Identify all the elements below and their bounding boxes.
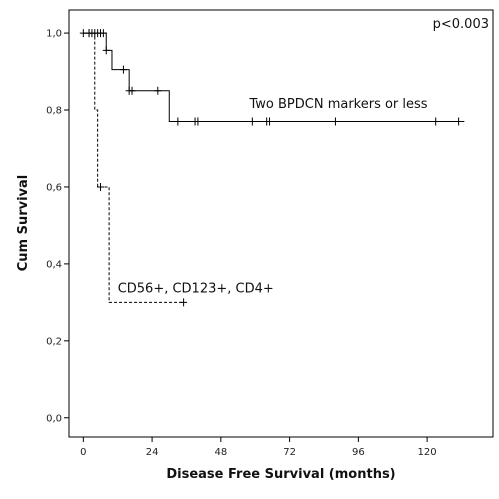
y-tick-label: 0,8 [46,106,62,117]
y-axis-title: Cum Survival [16,175,31,272]
censor-mark [154,86,162,95]
plot-frame [68,9,494,438]
x-axis: 0 24 48 72 96 120 [80,437,437,458]
series-label-triple-positive: CD56+, CD123+, CD4+ [118,282,274,297]
survival-curve-1 [83,32,184,303]
x-tick-label: 24 [146,447,159,458]
censor-mark [432,117,440,126]
censor-mark [97,182,105,191]
y-tick-label: 0,4 [46,259,62,270]
censor-mark [119,65,127,74]
censor-mark [85,29,93,38]
y-tick-label: 1,0 [46,29,62,40]
x-axis-title: Disease Free Survival (months) [166,467,395,482]
y-tick-label: 0,2 [46,336,62,347]
censor-mark [180,298,188,307]
censor-mark [194,117,202,126]
censor-mark [248,117,256,126]
censor-mark [99,29,107,38]
censor-mark [128,86,136,95]
p-value-annotation: p<0.003 [433,17,489,32]
censor-mark [174,117,182,126]
x-tick-label: 0 [80,447,86,458]
x-tick-label: 120 [418,447,437,458]
survival-curves [83,32,465,303]
y-tick-label: 0,6 [46,182,62,193]
series-label-two-markers: Two BPDCN markers or less [248,97,427,112]
x-tick-label: 72 [283,447,296,458]
x-tick-label: 48 [214,447,227,458]
censor-mark [266,117,274,126]
censor-marks [79,29,463,307]
censor-mark [331,117,339,126]
censor-mark [455,117,463,126]
y-axis: 0,0 0,2 0,4 0,6 0,8 1,0 [46,29,69,424]
x-tick-label: 96 [352,447,365,458]
y-tick-label: 0,0 [46,413,62,424]
censor-mark [102,46,110,55]
